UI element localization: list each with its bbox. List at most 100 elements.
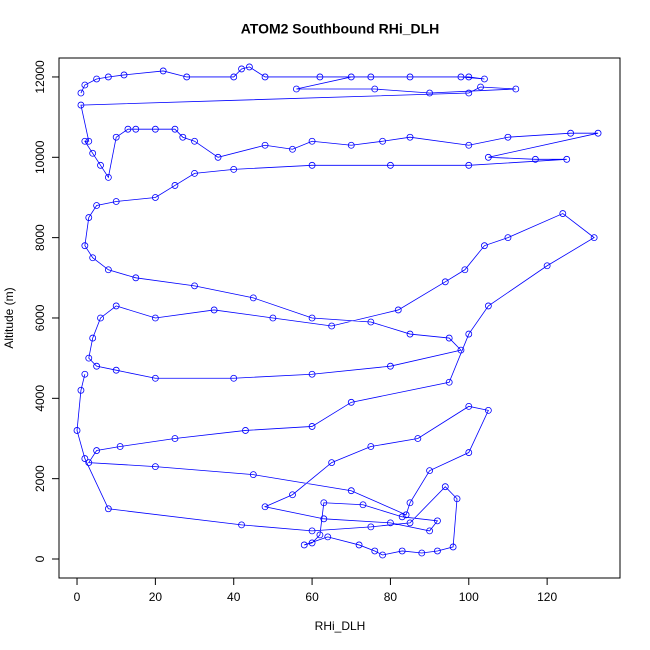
point [406,133,414,141]
point [230,374,238,382]
y-tick-label: 2000 [33,465,47,492]
point [104,266,112,274]
point [563,155,571,163]
point [406,330,414,338]
point [249,471,257,479]
point [590,234,598,242]
point [316,73,324,81]
point [97,161,104,169]
point [367,443,375,450]
point [214,153,222,161]
point [465,141,473,149]
point [484,406,492,414]
point [308,423,316,430]
point [151,125,159,133]
point [261,73,269,81]
point [367,73,375,81]
point [171,435,179,442]
point [465,402,473,410]
point [171,125,179,133]
point [151,374,159,382]
point [191,137,198,145]
point [512,85,520,93]
point [116,443,124,450]
point [324,533,332,541]
point [367,523,375,531]
point [81,370,89,378]
y-tick-label: 12000 [33,60,47,94]
point [151,314,159,322]
point [81,81,89,89]
point [379,137,386,145]
point [124,125,132,133]
point [398,513,406,521]
point [132,274,140,282]
point [418,549,426,557]
y-tick-label: 4000 [33,385,47,412]
point [379,551,386,559]
point [559,210,567,217]
series-line [76,66,599,556]
point [484,302,492,310]
point [77,386,85,394]
point [269,314,277,322]
point [112,133,120,141]
point [81,137,89,145]
point [465,449,473,456]
point [104,73,112,81]
point [465,161,473,169]
point [426,527,434,535]
point [159,67,167,75]
point [398,547,406,555]
point [171,182,179,189]
point [93,362,101,370]
point [85,459,93,466]
point [387,519,394,527]
y-axis-label: Altitude (m) [2,287,16,348]
point [249,294,257,302]
point [93,75,101,83]
x-tick-label: 120 [537,590,557,604]
point [183,73,191,81]
point [89,149,97,157]
point [355,541,363,549]
x-tick-label: 20 [149,590,163,604]
point [308,161,316,169]
point [89,254,97,262]
point [406,499,414,507]
point [238,521,245,529]
point [414,435,422,442]
point [300,541,308,549]
point [85,214,93,221]
point [406,73,414,81]
point [191,169,198,177]
point [81,242,89,250]
point [465,73,473,81]
point [359,501,367,509]
point [316,531,324,539]
point [406,519,414,527]
point [484,153,492,161]
point [328,459,336,466]
x-tick-label: 0 [74,590,81,604]
point [104,173,112,181]
point [261,141,269,149]
point [371,547,379,555]
point [441,483,449,491]
point [293,85,300,93]
point [594,129,602,137]
point [531,155,539,163]
point [77,89,85,97]
point [245,63,253,71]
x-tick-label: 100 [459,590,479,604]
point [308,539,316,547]
point [328,322,336,330]
point [394,306,402,314]
y-tick-label: 8000 [33,224,47,251]
point [434,517,441,525]
point [347,398,355,406]
point [465,89,473,97]
point [543,262,551,270]
point [242,427,249,434]
